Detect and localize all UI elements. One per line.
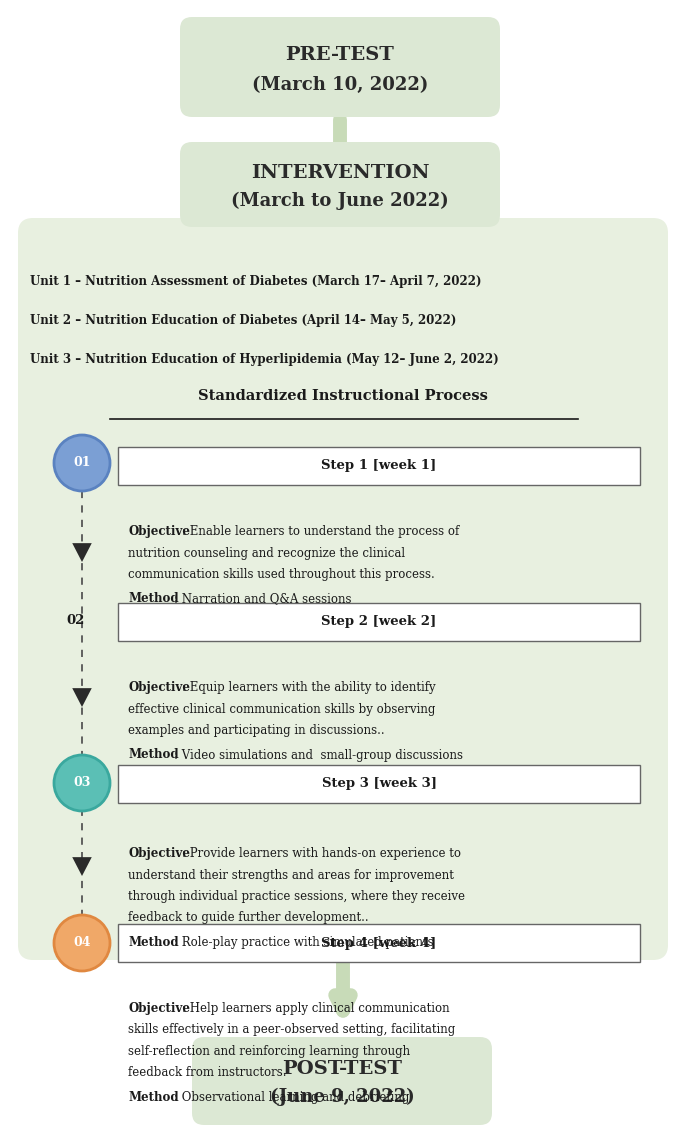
Text: nutrition counseling and recognize the clinical: nutrition counseling and recognize the c… bbox=[128, 546, 405, 560]
FancyBboxPatch shape bbox=[180, 17, 500, 117]
Polygon shape bbox=[72, 688, 92, 707]
Text: Method: Method bbox=[128, 936, 179, 949]
Text: Objective: Objective bbox=[128, 1002, 190, 1015]
Text: Objective: Objective bbox=[128, 526, 190, 538]
Text: : Help learners apply clinical communication: : Help learners apply clinical communica… bbox=[182, 1002, 449, 1015]
Text: : Video simulations and  small-group discussions: : Video simulations and small-group disc… bbox=[174, 748, 463, 762]
Text: : Enable learners to understand the process of: : Enable learners to understand the proc… bbox=[182, 526, 459, 538]
Text: Method: Method bbox=[128, 1091, 179, 1104]
Text: Step 4 [week 4]: Step 4 [week 4] bbox=[321, 936, 436, 950]
Text: PRE-TEST: PRE-TEST bbox=[286, 47, 395, 64]
Text: Standardized Instructional Process: Standardized Instructional Process bbox=[198, 389, 488, 403]
Text: Unit 3 – Nutrition Education of Hyperlipidemia (May 12– June 2, 2022): Unit 3 – Nutrition Education of Hyperlip… bbox=[30, 353, 499, 365]
Text: Objective: Objective bbox=[128, 681, 190, 693]
Text: feedback from instructors.: feedback from instructors. bbox=[128, 1067, 286, 1079]
Text: examples and participating in discussions..: examples and participating in discussion… bbox=[128, 724, 384, 737]
FancyBboxPatch shape bbox=[180, 142, 500, 227]
Text: Unit 2 – Nutrition Education of Diabetes (April 14– May 5, 2022): Unit 2 – Nutrition Education of Diabetes… bbox=[30, 314, 456, 327]
Text: INTERVENTION: INTERVENTION bbox=[251, 163, 429, 182]
Circle shape bbox=[54, 755, 110, 812]
FancyBboxPatch shape bbox=[118, 447, 640, 485]
Text: effective clinical communication skills by observing: effective clinical communication skills … bbox=[128, 703, 436, 715]
Text: 04: 04 bbox=[73, 936, 90, 950]
Text: (March 10, 2022): (March 10, 2022) bbox=[252, 76, 428, 94]
Text: (March to June 2022): (March to June 2022) bbox=[231, 192, 449, 210]
Text: 03: 03 bbox=[73, 776, 90, 790]
Text: : Narration and Q&A sessions: : Narration and Q&A sessions bbox=[174, 592, 351, 605]
Polygon shape bbox=[72, 857, 92, 876]
Text: POST-TEST: POST-TEST bbox=[282, 1060, 402, 1078]
Text: : Provide learners with hands-on experience to: : Provide learners with hands-on experie… bbox=[182, 847, 460, 860]
Text: Unit 1 – Nutrition Assessment of Diabetes (March 17– April 7, 2022): Unit 1 – Nutrition Assessment of Diabete… bbox=[30, 275, 482, 288]
FancyBboxPatch shape bbox=[118, 924, 640, 962]
Text: Step 3 [week 3]: Step 3 [week 3] bbox=[321, 777, 436, 790]
Text: Objective: Objective bbox=[128, 847, 190, 860]
Text: : Observational learning and debriefing: : Observational learning and debriefing bbox=[174, 1091, 410, 1104]
FancyBboxPatch shape bbox=[118, 765, 640, 802]
Text: through individual practice sessions, where they receive: through individual practice sessions, wh… bbox=[128, 890, 465, 903]
Circle shape bbox=[54, 915, 110, 972]
Polygon shape bbox=[72, 544, 92, 562]
Text: Step 2 [week 2]: Step 2 [week 2] bbox=[321, 615, 436, 629]
Text: feedback to guide further development..: feedback to guide further development.. bbox=[128, 911, 369, 925]
Text: 01: 01 bbox=[73, 456, 90, 470]
Text: self-reflection and reinforcing learning through: self-reflection and reinforcing learning… bbox=[128, 1045, 410, 1058]
Text: Step 1 [week 1]: Step 1 [week 1] bbox=[321, 460, 436, 472]
Text: communication skills used throughout this process.: communication skills used throughout thi… bbox=[128, 568, 435, 581]
FancyBboxPatch shape bbox=[192, 1037, 492, 1125]
Text: understand their strengths and areas for improvement: understand their strengths and areas for… bbox=[128, 868, 454, 882]
Text: 02: 02 bbox=[67, 614, 85, 627]
Text: (June 9, 2022): (June 9, 2022) bbox=[270, 1087, 414, 1107]
FancyBboxPatch shape bbox=[118, 603, 640, 641]
Circle shape bbox=[54, 435, 110, 491]
FancyBboxPatch shape bbox=[18, 218, 668, 960]
Text: Method: Method bbox=[128, 748, 179, 762]
Text: skills effectively in a peer-observed setting, facilitating: skills effectively in a peer-observed se… bbox=[128, 1024, 456, 1036]
Text: : Role-play practice with simulated patients: : Role-play practice with simulated pati… bbox=[174, 936, 434, 949]
Text: Method: Method bbox=[128, 592, 179, 605]
Text: : Equip learners with the ability to identify: : Equip learners with the ability to ide… bbox=[182, 681, 435, 693]
